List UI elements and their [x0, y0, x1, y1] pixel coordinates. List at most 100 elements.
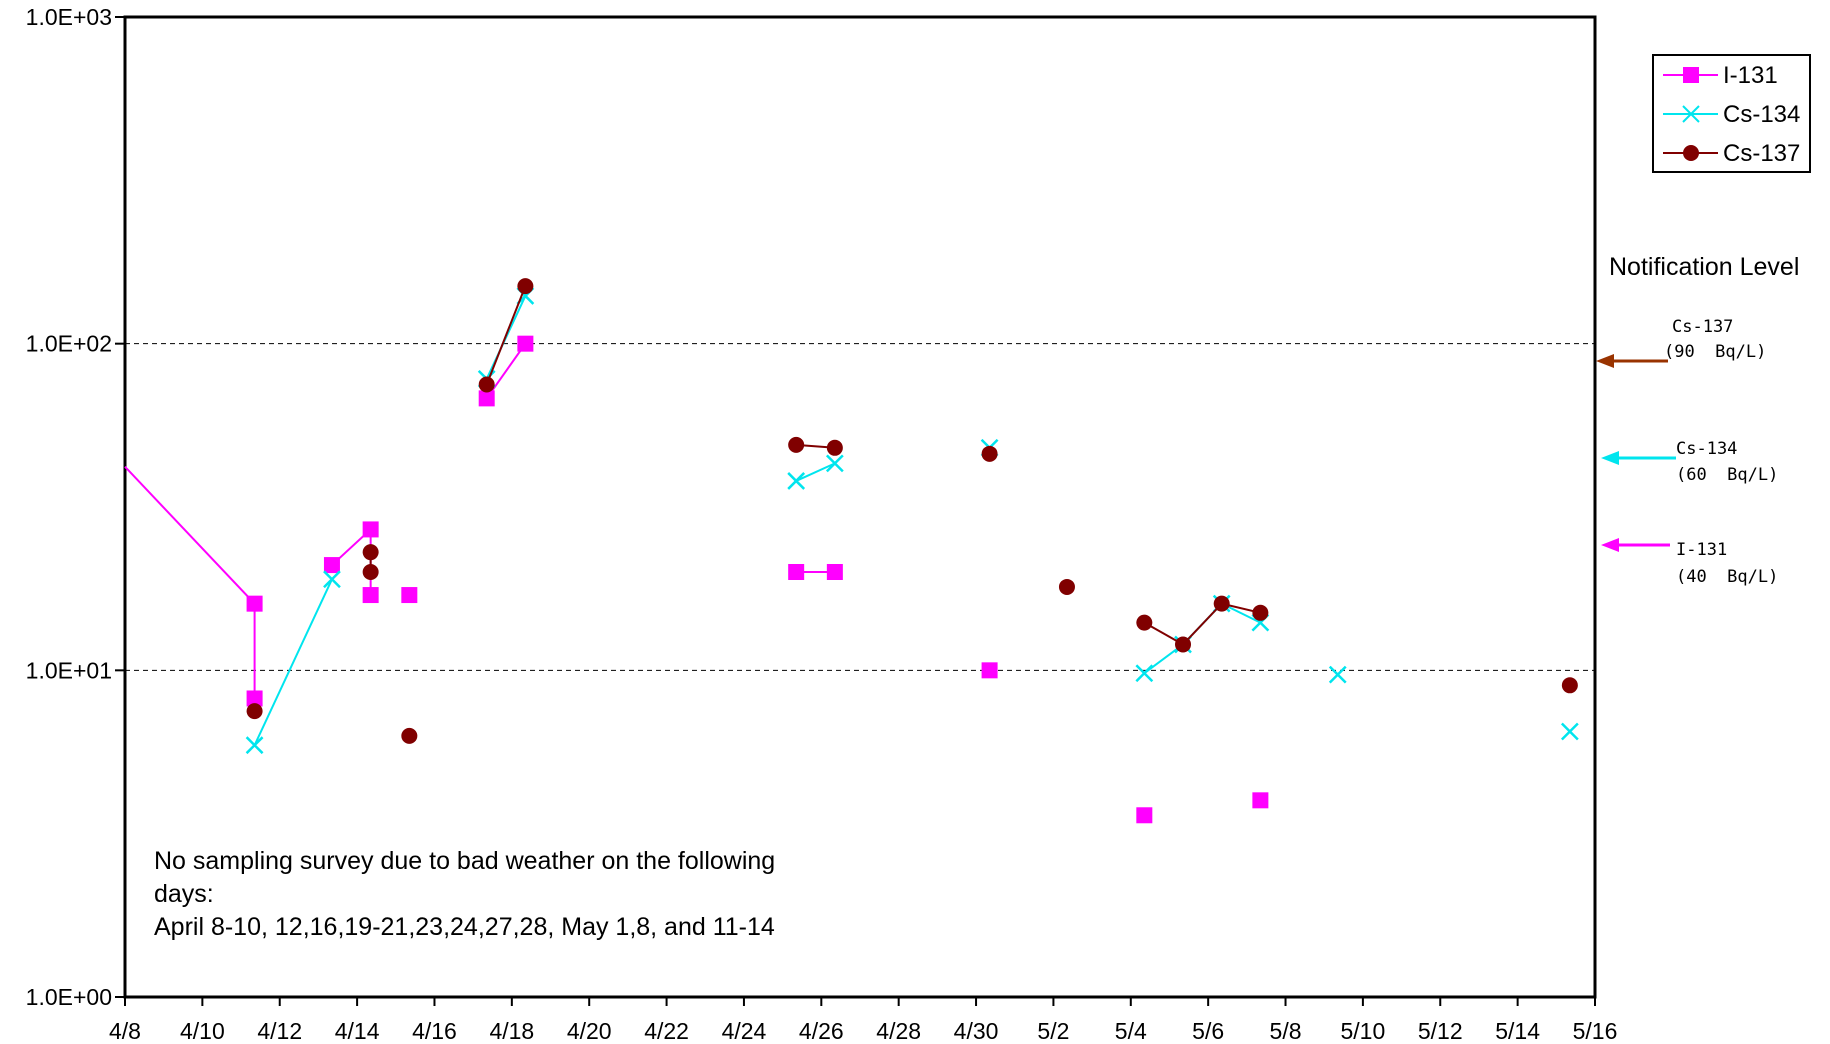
point-i131	[826, 563, 843, 580]
notification-i131-arrow-icon	[1601, 538, 1619, 552]
point-cs137	[362, 563, 379, 580]
legend-label-i131: I-131	[1723, 62, 1778, 89]
point-i131	[246, 595, 263, 612]
legend-item-cs134: Cs-134	[1663, 101, 1800, 128]
x-tick-label: 5/12	[1418, 1018, 1463, 1044]
notification-cs137-nuclide: Cs-137	[1672, 317, 1733, 337]
point-cs137	[1561, 677, 1578, 694]
point-i131	[323, 557, 340, 574]
point-cs137	[1136, 614, 1153, 631]
point-cs137	[1213, 595, 1230, 612]
notification-i131: I-131 (40 Bq/L)	[1601, 538, 1778, 587]
point-cs137	[981, 445, 998, 462]
x-tick-label: 4/18	[489, 1018, 534, 1044]
point-i131	[788, 563, 805, 580]
x-tick-label: 5/6	[1192, 1018, 1224, 1044]
legend: I-131 Cs-134 Cs-137	[1652, 54, 1811, 173]
series-line-cs134	[795, 462, 836, 482]
series-cs137	[246, 278, 1578, 744]
point-i131	[362, 587, 379, 604]
notification-cs134-value: (60 Bq/L)	[1676, 465, 1778, 485]
x-tick-label: 5/2	[1037, 1018, 1069, 1044]
notification-cs134-arrow-icon	[1601, 451, 1619, 465]
legend-label-cs137: Cs-137	[1723, 140, 1800, 167]
point-i131	[401, 587, 418, 604]
notification-cs134-nuclide: Cs-134	[1676, 439, 1737, 459]
point-cs137	[478, 376, 495, 393]
notification-cs137-arrow-icon	[1596, 354, 1614, 368]
point-cs137	[517, 278, 534, 295]
notification-level: Notification Level Cs-137 (90 Bq/L) Cs-1…	[1596, 253, 1799, 587]
notification-cs137-value: (90 Bq/L)	[1664, 342, 1766, 362]
notification-cs137: Cs-137 (90 Bq/L)	[1596, 317, 1766, 368]
y-tick-label: 1.0E+02	[26, 331, 112, 357]
point-cs134	[323, 570, 341, 589]
legend-marker-cs137	[1683, 145, 1699, 161]
x-tick-label: 5/10	[1341, 1018, 1386, 1044]
x-tick-label: 5/4	[1115, 1018, 1147, 1044]
x-tick-label: 4/28	[876, 1018, 921, 1044]
x-tick-label: 4/16	[412, 1018, 457, 1044]
point-cs134	[1328, 665, 1347, 684]
x-tick-label: 4/10	[180, 1018, 225, 1044]
point-i131	[1136, 807, 1153, 824]
gridlines	[125, 343, 1595, 671]
x-tick-label: 4/30	[954, 1018, 999, 1044]
x-tick-label: 4/8	[109, 1018, 141, 1044]
point-i131	[246, 690, 263, 707]
series-group	[124, 278, 1579, 824]
legend-label-cs134: Cs-134	[1723, 101, 1800, 128]
point-cs137	[401, 727, 418, 744]
legend-marker-cs134	[1682, 105, 1700, 123]
y-tick-label: 1.0E+03	[26, 4, 112, 30]
annotation-line-1: No sampling survey due to bad weather on…	[154, 847, 775, 875]
x-tick-label: 4/12	[257, 1018, 302, 1044]
point-cs137	[246, 703, 263, 720]
point-cs134	[245, 736, 264, 755]
point-cs137	[362, 544, 379, 561]
x-tick-label: 4/26	[799, 1018, 844, 1044]
annotation: No sampling survey due to bad weather on…	[154, 847, 775, 941]
y-tick-label: 1.0E+00	[26, 984, 112, 1010]
legend-item-i131: I-131	[1663, 62, 1778, 89]
x-tick-label: 4/22	[644, 1018, 689, 1044]
x-tick-label: 4/20	[567, 1018, 612, 1044]
series-line-cs134	[253, 578, 333, 746]
point-cs137	[1252, 604, 1269, 621]
legend-item-cs137: Cs-137	[1663, 140, 1800, 167]
point-i131	[362, 521, 379, 538]
point-cs137	[1175, 636, 1192, 653]
annotation-line-3: April 8-10, 12,16,19-21,23,24,27,28, May…	[154, 913, 775, 941]
point-cs137	[1058, 578, 1075, 595]
y-axis-ticks: 1.0E+00 1.0E+01 1.0E+02 1.0E+03	[26, 4, 125, 1010]
series-i131	[124, 335, 1269, 824]
notification-cs134: Cs-134 (60 Bq/L)	[1601, 439, 1778, 485]
annotation-line-2: days:	[154, 880, 214, 908]
point-cs134	[1135, 664, 1154, 683]
notification-i131-nuclide: I-131	[1676, 540, 1727, 560]
x-tick-label: 5/8	[1270, 1018, 1302, 1044]
series-line-cs137	[1182, 602, 1223, 646]
x-tick-label: 5/14	[1495, 1018, 1540, 1044]
y-tick-label: 1.0E+01	[26, 657, 112, 683]
point-i131	[478, 390, 495, 407]
series-line-cs137	[485, 285, 527, 385]
legend-marker-i131	[1683, 67, 1699, 83]
point-i131	[981, 662, 998, 679]
notification-level-title: Notification Level	[1609, 253, 1799, 281]
x-tick-label: 4/24	[722, 1018, 767, 1044]
point-cs134	[1560, 722, 1579, 741]
point-cs134	[787, 472, 806, 490]
series-line-i131	[124, 466, 256, 605]
point-i131	[517, 335, 534, 352]
notification-i131-value: (40 Bq/L)	[1676, 567, 1778, 587]
series-cs134	[245, 287, 1579, 755]
point-cs137	[788, 436, 805, 453]
point-i131	[1252, 792, 1269, 809]
point-cs134	[825, 454, 844, 473]
point-cs137	[826, 439, 843, 456]
plot-area	[123, 15, 1597, 999]
x-tick-label: 4/14	[335, 1018, 380, 1044]
series-line-i131	[485, 343, 527, 399]
